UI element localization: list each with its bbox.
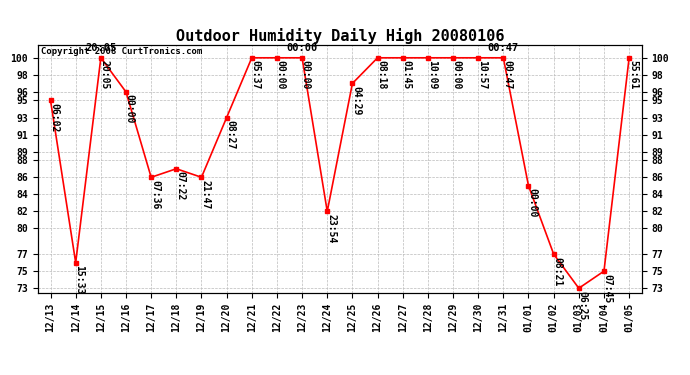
Text: 06:02: 06:02	[49, 103, 59, 132]
Text: 00:00: 00:00	[286, 43, 317, 52]
Text: 10:57: 10:57	[477, 60, 487, 90]
Text: 00:47: 00:47	[502, 60, 512, 90]
Text: 05:37: 05:37	[250, 60, 261, 90]
Text: 08:18: 08:18	[376, 60, 386, 90]
Text: 21:47: 21:47	[200, 180, 210, 209]
Text: 01:45: 01:45	[402, 60, 411, 90]
Text: 08:27: 08:27	[226, 120, 235, 150]
Text: 07:22: 07:22	[175, 171, 185, 201]
Text: 07:45: 07:45	[603, 274, 613, 303]
Text: 08:21: 08:21	[553, 256, 562, 286]
Text: 55:61: 55:61	[628, 60, 638, 90]
Text: 23:54: 23:54	[326, 214, 336, 243]
Text: 07:36: 07:36	[150, 180, 160, 209]
Text: 06:25: 06:25	[578, 291, 588, 320]
Text: 15:33: 15:33	[75, 265, 84, 295]
Title: Outdoor Humidity Daily High 20080106: Outdoor Humidity Daily High 20080106	[175, 28, 504, 44]
Text: 10:09: 10:09	[426, 60, 437, 90]
Text: 00:00: 00:00	[452, 60, 462, 90]
Text: 20:05: 20:05	[99, 60, 110, 90]
Text: 00:00: 00:00	[527, 188, 538, 218]
Text: 00:00: 00:00	[276, 60, 286, 90]
Text: Copyright 2008 CurtTronics.com: Copyright 2008 CurtTronics.com	[41, 48, 202, 57]
Text: 20:05: 20:05	[86, 43, 117, 52]
Text: 00:47: 00:47	[488, 43, 519, 52]
Text: 00:00: 00:00	[125, 94, 135, 124]
Text: 04:29: 04:29	[351, 86, 361, 116]
Text: 00:00: 00:00	[301, 60, 311, 90]
